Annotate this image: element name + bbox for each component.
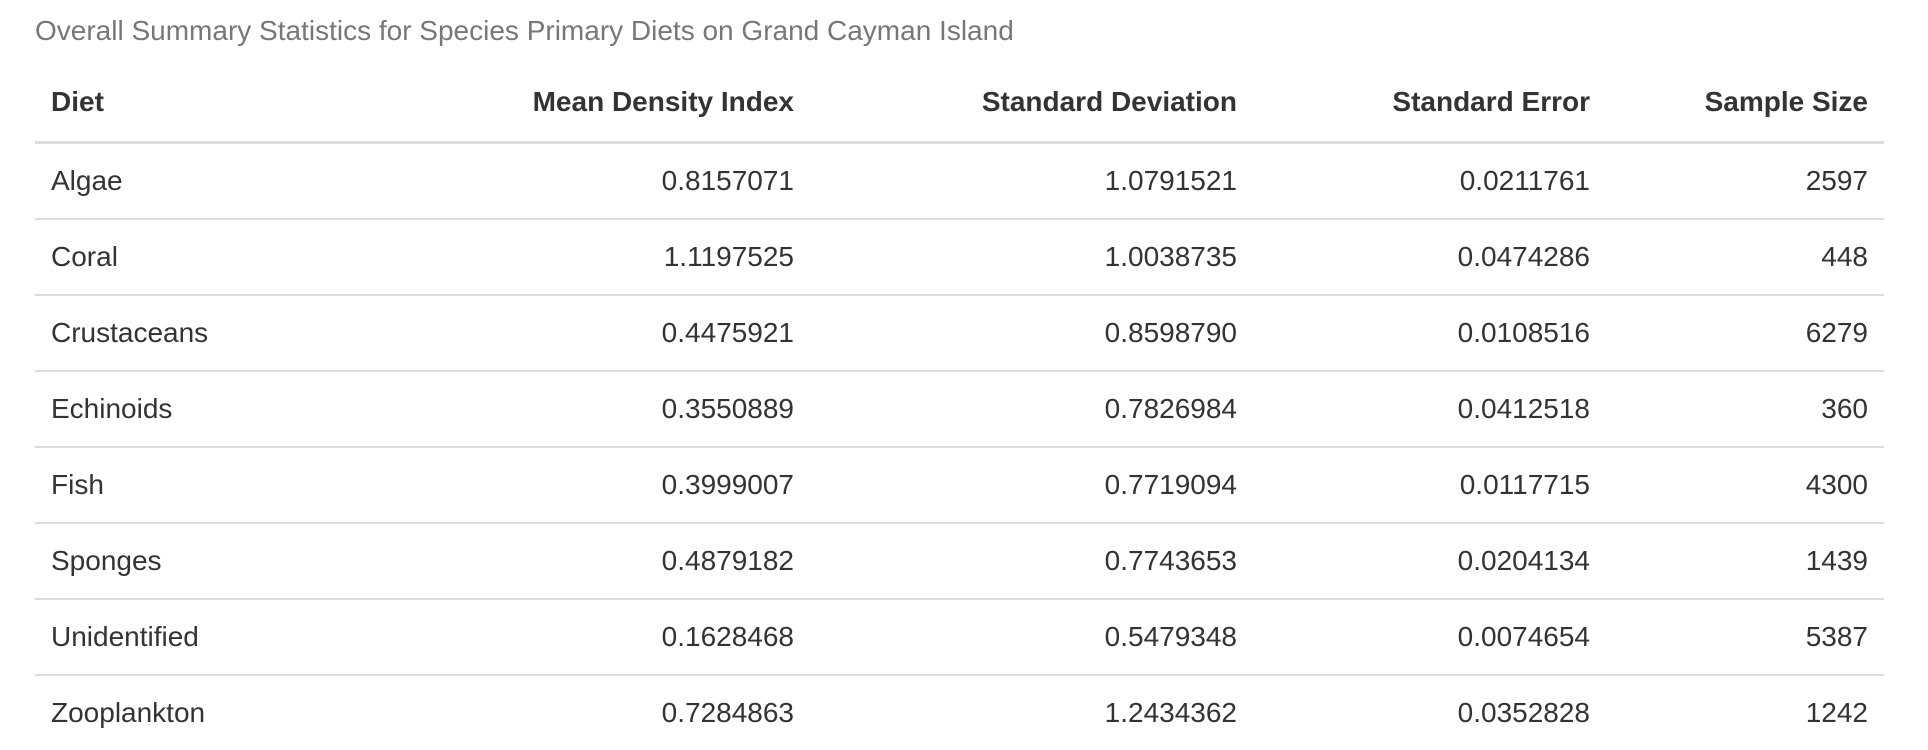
table-row: Echinoids 0.3550889 0.7826984 0.0412518 … [35,371,1884,447]
standard-error-cell: 0.0117715 [1253,447,1606,523]
standard-deviation-cell: 1.0038735 [810,219,1253,295]
table-row: Coral 1.1197525 1.0038735 0.0474286 448 [35,219,1884,295]
diet-cell: Coral [35,219,295,295]
column-header-mean-density-index: Mean Density Index [295,62,810,143]
mean-density-index-cell: 0.4475921 [295,295,810,371]
diet-cell: Sponges [35,523,295,599]
table-row: Unidentified 0.1628468 0.5479348 0.00746… [35,599,1884,675]
table-row: Fish 0.3999007 0.7719094 0.0117715 4300 [35,447,1884,523]
sample-size-cell: 448 [1606,219,1884,295]
column-header-sample-size: Sample Size [1606,62,1884,143]
standard-error-cell: 0.0211761 [1253,143,1606,220]
sample-size-cell: 1439 [1606,523,1884,599]
standard-error-cell: 0.0474286 [1253,219,1606,295]
standard-deviation-cell: 0.7826984 [810,371,1253,447]
sample-size-cell: 1242 [1606,675,1884,750]
table-caption: Overall Summary Statistics for Species P… [35,0,1884,62]
mean-density-index-cell: 0.7284863 [295,675,810,750]
table-header: Diet Mean Density Index Standard Deviati… [35,62,1884,143]
standard-deviation-cell: 0.8598790 [810,295,1253,371]
summary-statistics-table: Diet Mean Density Index Standard Deviati… [35,62,1884,750]
mean-density-index-cell: 0.4879182 [295,523,810,599]
sample-size-cell: 6279 [1606,295,1884,371]
sample-size-cell: 4300 [1606,447,1884,523]
header-row: Diet Mean Density Index Standard Deviati… [35,62,1884,143]
sample-size-cell: 2597 [1606,143,1884,220]
sample-size-cell: 5387 [1606,599,1884,675]
standard-error-cell: 0.0108516 [1253,295,1606,371]
mean-density-index-cell: 0.8157071 [295,143,810,220]
table-row: Zooplankton 0.7284863 1.2434362 0.035282… [35,675,1884,750]
standard-deviation-cell: 0.7719094 [810,447,1253,523]
diet-cell: Echinoids [35,371,295,447]
standard-error-cell: 0.0204134 [1253,523,1606,599]
table-row: Sponges 0.4879182 0.7743653 0.0204134 14… [35,523,1884,599]
diet-cell: Unidentified [35,599,295,675]
column-header-standard-error: Standard Error [1253,62,1606,143]
summary-table-container: Overall Summary Statistics for Species P… [35,0,1884,750]
mean-density-index-cell: 0.3999007 [295,447,810,523]
mean-density-index-cell: 0.1628468 [295,599,810,675]
standard-error-cell: 0.0412518 [1253,371,1606,447]
mean-density-index-cell: 1.1197525 [295,219,810,295]
table-body: Algae 0.8157071 1.0791521 0.0211761 2597… [35,143,1884,750]
standard-error-cell: 0.0352828 [1253,675,1606,750]
standard-deviation-cell: 1.0791521 [810,143,1253,220]
sample-size-cell: 360 [1606,371,1884,447]
column-header-diet: Diet [35,62,295,143]
diet-cell: Zooplankton [35,675,295,750]
standard-error-cell: 0.0074654 [1253,599,1606,675]
diet-cell: Algae [35,143,295,220]
diet-cell: Crustaceans [35,295,295,371]
table-row: Algae 0.8157071 1.0791521 0.0211761 2597 [35,143,1884,220]
mean-density-index-cell: 0.3550889 [295,371,810,447]
column-header-standard-deviation: Standard Deviation [810,62,1253,143]
diet-cell: Fish [35,447,295,523]
table-row: Crustaceans 0.4475921 0.8598790 0.010851… [35,295,1884,371]
standard-deviation-cell: 1.2434362 [810,675,1253,750]
standard-deviation-cell: 0.5479348 [810,599,1253,675]
standard-deviation-cell: 0.7743653 [810,523,1253,599]
